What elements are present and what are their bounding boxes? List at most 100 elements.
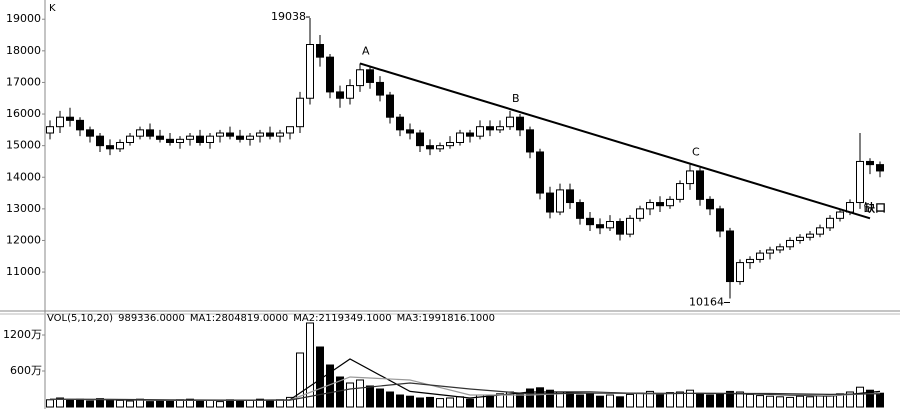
candle-body [76, 119, 84, 131]
candle-body [226, 132, 234, 137]
candle-body [526, 129, 534, 153]
volume-bar [586, 393, 594, 408]
candle-body [716, 208, 724, 232]
candle-body [306, 44, 314, 99]
volume-bar [416, 397, 424, 408]
volume-bar [76, 398, 84, 408]
candle-body [876, 164, 884, 172]
axis-title: K [49, 3, 56, 14]
volume-bar [796, 395, 804, 408]
volume-bar [216, 401, 224, 408]
volume-bar [246, 399, 254, 408]
volume-bar [546, 389, 554, 408]
candle-body [366, 69, 374, 83]
candle-body [536, 151, 544, 194]
candle-body [456, 132, 464, 143]
candle-body [206, 135, 214, 143]
volume-bar [166, 400, 174, 408]
candle-body [416, 132, 424, 147]
volume-bar [306, 322, 314, 408]
candle-body [506, 116, 514, 128]
volume-bar [496, 393, 504, 408]
candle-body [866, 160, 874, 166]
volume-bar [106, 399, 114, 408]
y-tick-label: 19000 [6, 12, 41, 25]
candle-body [626, 217, 634, 235]
volume-bar [296, 352, 304, 408]
candle-body [106, 145, 114, 150]
candle-body [246, 135, 254, 140]
candle-body [256, 132, 264, 137]
candle-body [836, 211, 844, 219]
candle-body [96, 135, 104, 147]
candle-body [186, 135, 194, 140]
candle-body [546, 192, 554, 213]
candle-body [286, 126, 294, 134]
volume-bar [686, 389, 694, 408]
candle-body [116, 141, 124, 150]
volume-bar [536, 387, 544, 408]
candle-body [176, 138, 184, 143]
ma-line [49, 382, 881, 401]
candle-body [566, 189, 574, 204]
candle-body [706, 198, 714, 210]
annotation: A [362, 44, 370, 57]
candle-body [146, 129, 154, 137]
volume-bar [626, 393, 634, 408]
candle-body [786, 239, 794, 248]
candle-body [756, 252, 764, 260]
candle-body [856, 160, 864, 204]
annotation: 缺口 [863, 200, 886, 214]
volume-bar [156, 399, 164, 408]
volume-bar [646, 390, 654, 408]
candle-body [586, 217, 594, 226]
volume-bar [766, 395, 774, 408]
volume-bar [666, 392, 674, 408]
volume-bar [56, 397, 64, 408]
candle-body [426, 145, 434, 150]
y-tick-label: 12000 [6, 233, 41, 246]
candle-body [656, 202, 664, 207]
candle-body [676, 183, 684, 200]
volume-bar [856, 386, 864, 408]
annotation: B [512, 92, 520, 105]
volume-bar [606, 394, 614, 408]
volume-bar [746, 393, 754, 408]
volume-bar [46, 399, 54, 408]
volume-bar [186, 398, 194, 408]
candle-body [326, 56, 334, 93]
volume-bar [876, 392, 884, 408]
volume-bar [736, 391, 744, 408]
trendline [359, 62, 871, 220]
volume-bar [146, 401, 154, 408]
volume-bar [346, 382, 354, 408]
candle-body [406, 129, 414, 134]
candle-body [276, 132, 284, 137]
volume-bar [86, 400, 94, 408]
candle-body [776, 246, 784, 251]
candle-body [296, 97, 304, 128]
y-tick-label: 11000 [6, 265, 41, 278]
candle-body [466, 132, 474, 137]
candle-body [316, 44, 324, 58]
volume-bar [806, 396, 814, 408]
volume-bar [566, 392, 574, 408]
y-tick-label: 18000 [6, 44, 41, 57]
candle-body [556, 189, 564, 213]
candle-body [266, 132, 274, 137]
y-tick-label: 13000 [6, 202, 41, 215]
volume-bar [116, 399, 124, 408]
volume-bar [266, 400, 274, 408]
candle-body [726, 230, 734, 283]
candle-body [166, 138, 174, 143]
volume-bar [366, 385, 374, 408]
candle-body [596, 224, 604, 229]
candle-body [156, 135, 164, 140]
volume-bar [466, 398, 474, 408]
volume-bar [776, 396, 784, 408]
volume-bar [406, 395, 414, 408]
candle-body [766, 249, 774, 254]
candle-body [666, 198, 674, 207]
